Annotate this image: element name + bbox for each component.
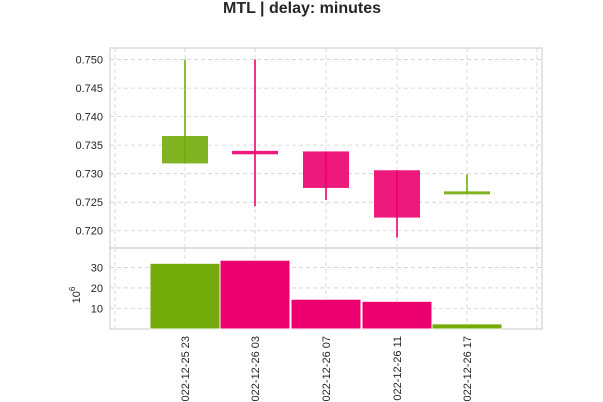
price-candles	[162, 59, 490, 238]
price-tick-label: 0.750	[75, 55, 103, 67]
x-tick-label: 022-12-25 23	[180, 336, 192, 401]
candle-body	[232, 150, 278, 155]
candle-body	[303, 151, 349, 188]
volume-y-ticks: 10 20 30	[91, 262, 103, 315]
price-y-ticks: 0.720 0.725 0.730 0.735 0.740 0.745 0.750	[75, 55, 103, 238]
price-tick-label: 0.720	[75, 226, 103, 238]
volume-bar	[149, 262, 221, 330]
x-axis-ticks: 022-12-25 23 022-12-26 03 022-12-26 07 022-…	[180, 336, 474, 401]
price-gridlines	[110, 48, 542, 248]
volume-bar	[431, 323, 503, 330]
volume-tick-label: 30	[91, 262, 103, 274]
x-tick-label: 022-12-26 11	[392, 336, 404, 401]
price-tick-label: 0.735	[75, 140, 103, 152]
x-tick-label: 022-12-26 17	[462, 336, 474, 401]
price-tick-label: 0.730	[75, 169, 103, 181]
volume-bar	[290, 298, 362, 330]
volume-panel: 10 20 30 106	[68, 247, 543, 330]
x-tick-label: 022-12-26 03	[250, 336, 262, 401]
volume-bar	[219, 259, 291, 330]
x-tick-label: 022-12-26 07	[321, 336, 333, 401]
candle-body	[444, 191, 490, 195]
volume-tick-label: 10	[91, 303, 103, 315]
candle-body	[162, 136, 208, 164]
price-panel: 0.720 0.725 0.730 0.735 0.740 0.745 0.750	[75, 47, 543, 249]
price-tick-label: 0.725	[75, 197, 103, 209]
candle-body	[374, 170, 420, 218]
volume-bars	[149, 259, 503, 330]
volume-tick-label: 20	[91, 283, 103, 295]
volume-bar	[361, 300, 433, 330]
volume-y-label: 106	[68, 286, 83, 303]
price-tick-label: 0.745	[75, 83, 103, 95]
price-tick-label: 0.740	[75, 112, 103, 124]
chart-title: MTL | delay: minutes	[223, 0, 381, 17]
volume-y-label-exponent: 6	[68, 286, 77, 291]
